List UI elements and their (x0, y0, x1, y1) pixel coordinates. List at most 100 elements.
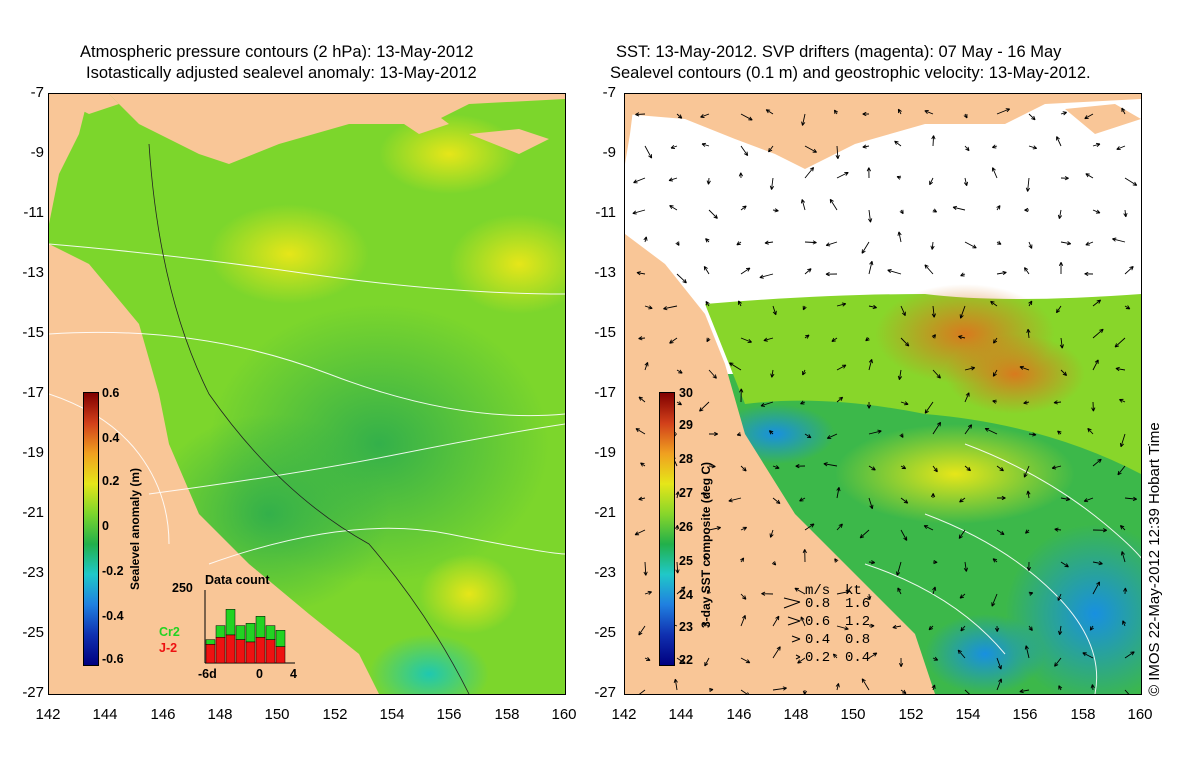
velocity-arrow (1057, 430, 1062, 435)
velocity-arrow (1060, 369, 1068, 376)
velocity-arrow (799, 497, 806, 502)
velocity-arrow (900, 337, 910, 347)
y-tick: -13 (22, 264, 44, 281)
velocity-arrow (1123, 209, 1128, 218)
velocity-arrow (836, 302, 847, 307)
velocity-arrow (728, 497, 742, 503)
velocity-arrow (964, 424, 973, 435)
velocity-arrow (1121, 107, 1126, 115)
vk-row-kt: 1.2 (845, 614, 871, 630)
velocity-arrow (931, 684, 936, 691)
velocity-arrow (802, 305, 807, 311)
velocity-arrow (868, 465, 876, 471)
velocity-arrow (706, 589, 711, 595)
cbar-tick: 23 (679, 620, 693, 634)
velocity-arrow (740, 557, 745, 563)
velocity-arrow (706, 177, 711, 185)
velocity-arrow (1115, 366, 1126, 372)
j2-bar (205, 644, 216, 664)
velocity-arrow (932, 559, 938, 565)
velocity-arrow (868, 652, 878, 659)
velocity-arrow (963, 561, 969, 572)
velocity-arrow (644, 590, 652, 595)
vk-row-ms: 0.6 (805, 614, 831, 630)
velocity-arrow (836, 171, 849, 179)
velocity-arrow (1026, 490, 1031, 499)
sst-colorbar-label: 3-day SST composite (deg C) (699, 461, 713, 628)
y-tick: -25 (594, 624, 616, 641)
velocity-arrow (931, 305, 936, 318)
velocity-arrow (900, 497, 909, 504)
velocity-arrow (1059, 337, 1064, 349)
vk-header-kt: kt (845, 583, 862, 599)
velocity-arrow (960, 272, 966, 277)
vk-row-ms: 0.4 (805, 632, 831, 648)
velocity-arrow (740, 689, 749, 694)
data-count-title: Data count (205, 573, 270, 587)
cbar-tick: -0.4 (102, 609, 124, 623)
velocity-arrow (702, 492, 710, 499)
velocity-arrow (897, 587, 902, 595)
velocity-arrow (868, 560, 876, 565)
velocity-arrow (739, 388, 744, 403)
velocity-arrow (897, 369, 903, 380)
sst-field (625, 94, 1141, 694)
velocity-arrow (932, 586, 937, 595)
velocity-arrow (699, 401, 710, 412)
y-tick: -11 (23, 204, 44, 221)
sealevel-anomaly-field (49, 94, 565, 694)
velocity-arrow (708, 209, 718, 219)
velocity-arrow (800, 616, 806, 627)
velocity-arrow (644, 657, 651, 661)
x-tick: 160 (1127, 706, 1153, 723)
velocity-arrow (638, 625, 646, 636)
velocity-arrow (996, 270, 1007, 276)
velocity-arrow (1085, 173, 1094, 179)
velocity-arrow (768, 430, 774, 435)
cbar-tick: 25 (679, 554, 693, 568)
velocity-arrow (1019, 688, 1030, 694)
velocity-arrow (708, 369, 717, 379)
legend-cr2: Cr2 (159, 625, 180, 639)
velocity-arrow (635, 112, 646, 117)
velocity-arrow (676, 401, 683, 406)
cr2-bar (235, 625, 246, 640)
y-tick: -21 (22, 504, 44, 521)
y-tick: -9 (30, 144, 44, 161)
velocity-arrow (992, 399, 998, 404)
velocity-arrow (772, 497, 781, 505)
velocity-arrow (804, 145, 817, 153)
velocity-arrow (1119, 433, 1126, 448)
velocity-arrow (802, 549, 807, 563)
velocity-arrow (867, 593, 872, 600)
velocity-arrow (804, 523, 815, 531)
x-tick: 148 (783, 706, 809, 723)
velocity-arrow (825, 271, 838, 277)
velocity-arrow (802, 369, 806, 376)
velocity-arrow (770, 369, 775, 378)
velocity-arrow (804, 240, 817, 245)
data-count-xlabel: 0 (256, 667, 263, 681)
velocity-arrow (930, 493, 936, 499)
x-tick: 146 (150, 706, 176, 723)
velocity-arrow (899, 433, 904, 438)
velocity-arrow (1028, 625, 1033, 631)
velocity-arrow (1024, 207, 1030, 213)
velocity-arrow (702, 622, 710, 627)
velocity-arrow (924, 110, 934, 115)
velocity-arrow (1124, 305, 1131, 310)
velocity-arrow (952, 205, 966, 211)
left-map (48, 93, 566, 695)
velocity-arrow (1092, 528, 1107, 533)
cbar-tick: 0.4 (102, 431, 120, 445)
velocity-arrow (1124, 689, 1130, 694)
vk-row-kt: 1.6 (845, 596, 871, 612)
velocity-arrow (669, 205, 678, 211)
velocity-arrow (899, 209, 904, 215)
velocity-arrow (708, 464, 716, 469)
x-tick: 154 (379, 706, 405, 723)
x-tick: 154 (955, 706, 981, 723)
velocity-arrow (638, 396, 646, 403)
velocity-arrow (705, 300, 710, 307)
velocity-arrow (865, 336, 870, 342)
